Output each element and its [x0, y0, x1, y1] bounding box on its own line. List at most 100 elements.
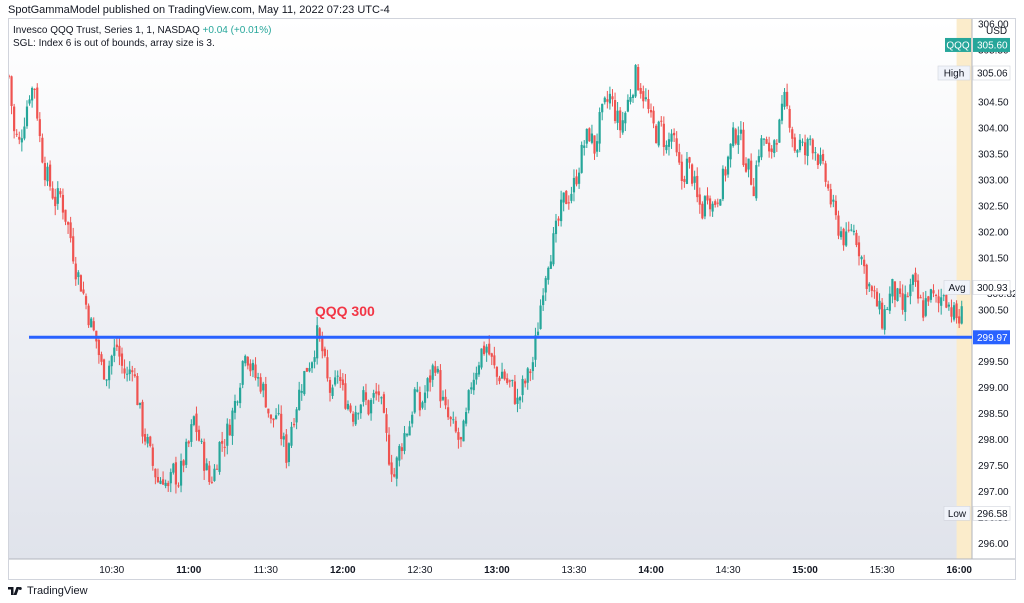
candle-body — [149, 436, 152, 446]
candle-body — [947, 304, 950, 307]
candle-body — [500, 371, 504, 379]
candle-body — [287, 443, 291, 463]
candle-body — [77, 272, 80, 278]
candle-body — [159, 480, 162, 484]
x-tick-label: 12:00 — [330, 565, 356, 576]
candle-body — [562, 192, 565, 203]
candle-body — [192, 416, 195, 425]
candle-body — [434, 366, 437, 373]
candle-body — [719, 199, 722, 206]
candle-body — [811, 139, 814, 154]
candle-body — [51, 188, 54, 199]
candle-body — [809, 138, 812, 140]
candle-body — [655, 125, 658, 144]
candle-body — [13, 106, 16, 132]
low-name-tag — [943, 506, 971, 521]
candle-body — [398, 446, 401, 461]
candle-body — [819, 154, 822, 164]
candle-body — [465, 411, 468, 424]
candle-body — [436, 368, 439, 373]
candle-body — [459, 437, 463, 440]
candle-body — [845, 231, 848, 246]
candle-body — [285, 434, 288, 463]
candle-body — [644, 97, 647, 100]
candle-body — [38, 119, 41, 137]
candle-body — [426, 378, 429, 392]
candle-body — [475, 372, 478, 380]
candle-body — [598, 112, 601, 144]
candle-body — [744, 163, 748, 172]
candle-body — [637, 67, 640, 91]
candle-body — [66, 222, 70, 225]
candle-body — [693, 176, 696, 183]
candle-body — [516, 397, 519, 404]
y-tick-label: 299.00 — [978, 383, 1009, 394]
candle-body — [64, 209, 67, 222]
candle-body — [280, 413, 283, 440]
candle-body — [721, 168, 725, 200]
candle-body — [331, 387, 334, 396]
candle-body — [698, 194, 701, 205]
candle-body — [493, 355, 496, 366]
candle-body — [814, 152, 817, 154]
candle-body — [115, 344, 118, 348]
candle-body — [74, 263, 77, 280]
candle-body — [349, 405, 352, 412]
candle-body — [223, 446, 226, 448]
candle-body — [495, 367, 499, 377]
candle-body — [447, 407, 450, 418]
candle-body — [685, 158, 689, 184]
candle-body — [824, 163, 827, 182]
candle-body — [20, 138, 23, 143]
legend-symbol[interactable]: Invesco QQQ Trust, Series 1, 1, NASDAQ +… — [13, 25, 271, 36]
candle-body — [742, 129, 745, 166]
candle-body — [43, 163, 47, 181]
candlestick-chart[interactable]: 306.00305.50305.00304.50304.00303.50303.… — [9, 19, 1015, 579]
candle-body — [359, 404, 362, 414]
candle-body — [413, 389, 416, 413]
candle-body — [156, 476, 160, 483]
candle-body — [526, 368, 529, 383]
candle-body — [369, 400, 373, 414]
candle-body — [863, 259, 866, 267]
candle-body — [634, 65, 637, 97]
candle-body — [542, 295, 545, 306]
candle-body — [557, 218, 560, 221]
legend-indicator-error: SGL: Index 6 is out of bounds, array siz… — [13, 38, 215, 49]
y-tick-label: 306.00 — [978, 20, 1009, 31]
candle-body — [323, 348, 326, 356]
candle-body — [498, 377, 501, 382]
y-tick-label: 298.00 — [978, 435, 1009, 446]
candle-body — [611, 96, 614, 100]
candle-body — [860, 256, 863, 260]
candle-body — [18, 136, 21, 140]
candle-body — [865, 264, 868, 289]
candle-body — [354, 412, 357, 425]
candle-body — [893, 281, 897, 300]
candle-body — [629, 97, 632, 102]
y-tick-label: 297.00 — [978, 487, 1009, 498]
footer-brand[interactable]: TradingView — [8, 585, 88, 597]
candle-body — [701, 203, 704, 219]
candle-body — [56, 188, 59, 204]
candle-body — [798, 139, 802, 151]
candle-body — [883, 309, 886, 330]
candle-body — [54, 196, 57, 207]
candle-body — [102, 359, 106, 380]
candle-body — [485, 346, 488, 353]
candle-body — [249, 363, 252, 372]
candle-body — [837, 215, 840, 236]
candle-body — [529, 371, 532, 374]
candle-body — [92, 321, 95, 331]
candle-body — [793, 137, 796, 151]
candle-body — [932, 290, 935, 294]
high-price-tag — [972, 65, 1011, 81]
chart-frame[interactable]: 306.00305.50305.00304.50304.00303.50303.… — [8, 18, 1016, 580]
candle-body — [221, 440, 224, 444]
candle-body — [169, 472, 172, 484]
candle-body — [852, 230, 855, 233]
candle-body — [375, 391, 378, 394]
candle-body — [631, 95, 635, 99]
level-line-price-tag — [973, 330, 1010, 345]
candle-body — [595, 141, 599, 152]
